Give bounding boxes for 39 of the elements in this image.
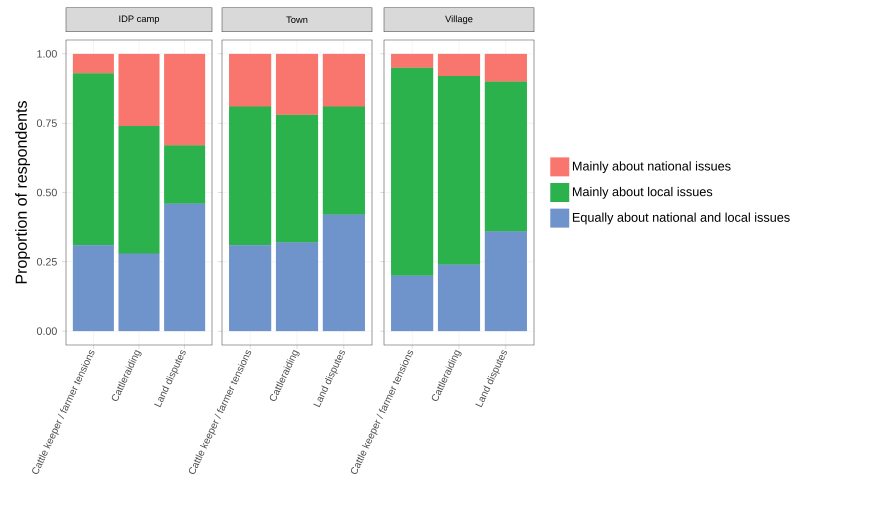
bar <box>164 54 206 146</box>
y-tick-label: 1.00 <box>37 50 57 58</box>
bar <box>322 214 365 332</box>
y-tick-label: 0.50 <box>36 188 57 196</box>
bar <box>276 114 318 242</box>
bar <box>322 54 365 107</box>
bar <box>72 73 114 246</box>
bar <box>276 242 318 332</box>
y-axis-title: Proportion of respondents <box>15 101 30 284</box>
bar <box>118 54 160 126</box>
bar <box>118 126 160 254</box>
bar <box>391 54 434 68</box>
bar <box>391 68 434 276</box>
bar <box>322 106 365 215</box>
bar <box>391 276 434 332</box>
y-tick-label: 0.25 <box>36 258 57 266</box>
legend-label: Mainly about local issues <box>572 186 712 199</box>
chart-title: IDP camp <box>119 16 160 24</box>
bar <box>72 54 114 74</box>
bar <box>164 145 206 204</box>
bar <box>484 82 527 232</box>
bar <box>164 204 206 332</box>
legend-label: Equally about national and local issues <box>572 212 790 224</box>
bar <box>438 76 480 265</box>
bar <box>229 245 272 332</box>
bar <box>229 106 272 246</box>
chart-title: Town <box>286 16 308 23</box>
bar <box>229 54 272 107</box>
chart-title: Village <box>445 15 472 24</box>
bar <box>118 254 160 332</box>
y-tick-label: 0.00 <box>36 327 57 335</box>
bar <box>484 54 527 82</box>
y-tick-label: 0.75 <box>36 119 57 127</box>
bar <box>276 54 318 115</box>
bar <box>72 245 114 332</box>
legend-label: Mainly about national issues <box>572 161 731 174</box>
bar <box>484 231 527 332</box>
bar <box>438 54 480 76</box>
bar <box>438 264 480 332</box>
